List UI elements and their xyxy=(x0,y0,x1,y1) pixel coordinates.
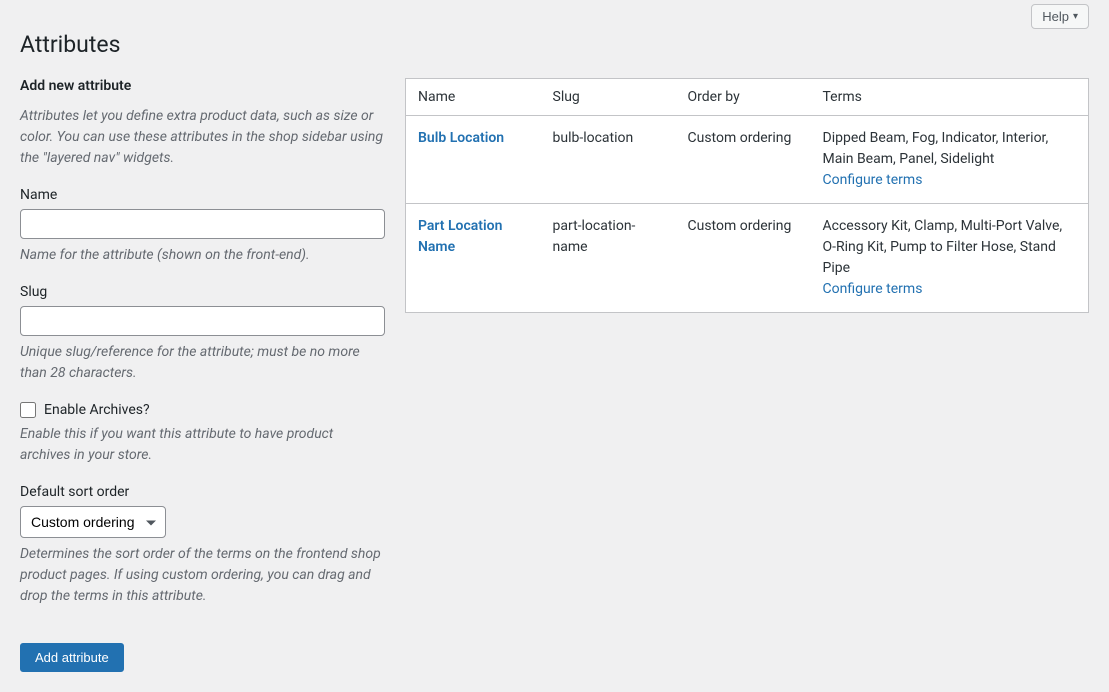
th-terms: Terms xyxy=(811,79,1089,116)
name-help: Name for the attribute (shown on the fro… xyxy=(20,245,385,266)
configure-terms-link[interactable]: Configure terms xyxy=(823,279,923,300)
table-row: Bulb Location bulb-location Custom order… xyxy=(406,116,1089,204)
sort-order-help: Determines the sort order of the terms o… xyxy=(20,544,385,607)
attribute-terms: Accessory Kit, Clamp, Multi-Port Valve, … xyxy=(823,218,1063,276)
form-section-title: Add new attribute xyxy=(20,78,385,94)
attributes-table: Name Slug Order by Terms Bulb Location b… xyxy=(405,78,1089,313)
slug-help: Unique slug/reference for the attribute;… xyxy=(20,342,385,384)
th-name: Name xyxy=(406,79,541,116)
help-button-label: Help xyxy=(1042,9,1069,24)
name-input[interactable] xyxy=(20,209,385,239)
add-attribute-button[interactable]: Add attribute xyxy=(20,643,124,672)
configure-terms-link[interactable]: Configure terms xyxy=(823,170,923,191)
sort-order-label: Default sort order xyxy=(20,484,385,500)
sort-order-select[interactable]: Custom ordering xyxy=(20,506,166,538)
attribute-orderby: Custom ordering xyxy=(676,204,811,313)
attribute-name-link[interactable]: Bulb Location xyxy=(418,130,504,146)
page-title: Attributes xyxy=(20,31,1089,58)
enable-archives-help: Enable this if you want this attribute t… xyxy=(20,424,385,466)
attribute-orderby: Custom ordering xyxy=(676,116,811,204)
attribute-slug: bulb-location xyxy=(541,116,676,204)
name-label: Name xyxy=(20,187,385,203)
attribute-name-link[interactable]: Part Location Name xyxy=(418,218,502,255)
add-attribute-form: Add new attribute Attributes let you def… xyxy=(20,78,385,672)
help-button[interactable]: Help xyxy=(1031,4,1089,29)
slug-label: Slug xyxy=(20,284,385,300)
table-row: Part Location Name part-location-name Cu… xyxy=(406,204,1089,313)
attribute-slug: part-location-name xyxy=(541,204,676,313)
th-orderby: Order by xyxy=(676,79,811,116)
attribute-terms: Dipped Beam, Fog, Indicator, Interior, M… xyxy=(823,130,1049,167)
slug-input[interactable] xyxy=(20,306,385,336)
enable-archives-checkbox[interactable] xyxy=(20,402,36,418)
th-slug: Slug xyxy=(541,79,676,116)
enable-archives-label: Enable Archives? xyxy=(44,402,150,418)
form-intro: Attributes let you define extra product … xyxy=(20,106,385,169)
